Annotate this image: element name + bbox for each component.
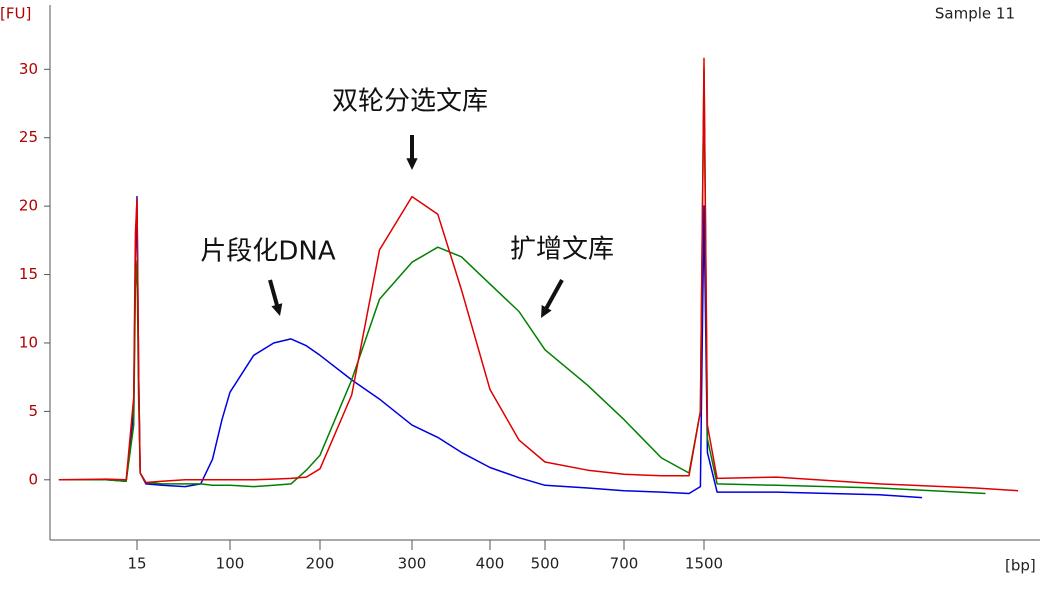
y-tick-label: 15 [19,265,38,283]
annotation-arrowhead [541,305,552,318]
y-tick-label: 25 [19,128,38,146]
annotation-arrowhead [406,158,418,170]
x-tick-label: 100 [216,555,245,573]
y-axis-label: [FU] [0,5,31,23]
trace [58,68,986,495]
annotation: 片段化DNA [200,237,335,267]
annotation-arrow [268,279,280,309]
trace [58,57,1019,492]
x-tick-label: 400 [476,555,505,573]
y-tick-label: 10 [19,333,38,351]
y-tick-label: 30 [19,60,38,78]
x-tick-label: 200 [306,555,335,573]
y-tick-label: 20 [19,197,38,215]
x-tick-label: 700 [610,555,639,573]
x-tick-label: 300 [398,555,427,573]
sample-title: Sample 11 [935,5,1015,23]
x-tick-label: 15 [127,555,146,573]
annotation-arrow [543,279,564,312]
x-tick-label: 500 [531,555,560,573]
trace [58,195,923,499]
annotation: 双轮分选文库 [332,87,488,117]
x-tick-label: 1500 [685,555,723,573]
y-tick-label: 5 [28,402,38,420]
annotation-arrowhead [271,303,283,316]
annotation: 扩增文库 [510,235,614,265]
x-axis-label: [bp] [1005,557,1036,575]
y-tick-label: 0 [28,470,38,488]
